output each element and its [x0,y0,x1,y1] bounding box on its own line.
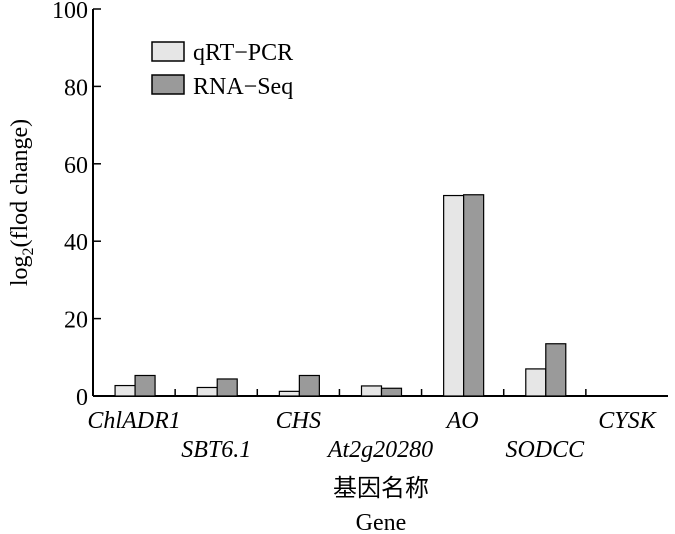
x-category-label: ChlADR1 [87,408,180,434]
legend-swatch-rna-seq [151,74,185,95]
x-axis-title-chinese: 基因名称 [333,475,429,502]
y-tick-label: 0 [76,385,88,411]
legend-swatch-qrt-pcr [151,41,185,62]
y-axis-title-main: log [7,255,33,286]
bar-rna-seq-sodcc [545,343,567,397]
bar-rna-seq-sbt6-1 [216,378,238,397]
x-category-label: SBT6.1 [181,437,251,463]
y-tick-label: 40 [64,230,88,256]
x-axis-title-english: Gene [356,510,407,534]
legend-label-qrt-pcr: qRT−PCR [193,40,293,66]
bar-qrt-pcr-chladr1 [114,384,136,397]
axes [92,9,668,397]
bar-qrt-pcr-chs [278,390,300,397]
y-axis-ticks: 0 20 40 60 80 100 [52,0,101,411]
bar-rna-seq-chs [298,374,320,397]
bars [114,194,587,397]
x-category-label: CYSK [598,408,657,434]
y-axis-title: log2(flod change) [7,119,37,286]
x-category-label: CHS [276,408,321,434]
x-category-label: SODCC [505,437,585,463]
y-tick-label: 20 [64,308,88,334]
bar-qrt-pcr-ao [443,194,465,397]
bar-qrt-pcr-at2g20280 [360,385,383,397]
bar-rna-seq-ao [463,194,485,397]
x-category-label: AO [445,408,479,434]
y-axis-title-subscript: 2 [20,247,37,255]
y-axis-title-rest: (flod change) [7,119,33,248]
y-tick-label: 80 [64,75,88,101]
bar-rna-seq-at2g20280 [380,387,403,397]
y-tick-label: 100 [52,0,88,24]
bar-qrt-pcr-sbt6-1 [196,386,218,397]
x-category-label: At2g20280 [326,437,433,463]
bar-rna-seq-chladr1 [134,374,156,397]
legend-label-rna-seq: RNA−Seq [193,74,293,100]
y-tick-label: 60 [64,153,88,179]
legend: qRT−PCR RNA−Seq [151,40,293,100]
bar-qrt-pcr-sodcc [525,368,547,397]
